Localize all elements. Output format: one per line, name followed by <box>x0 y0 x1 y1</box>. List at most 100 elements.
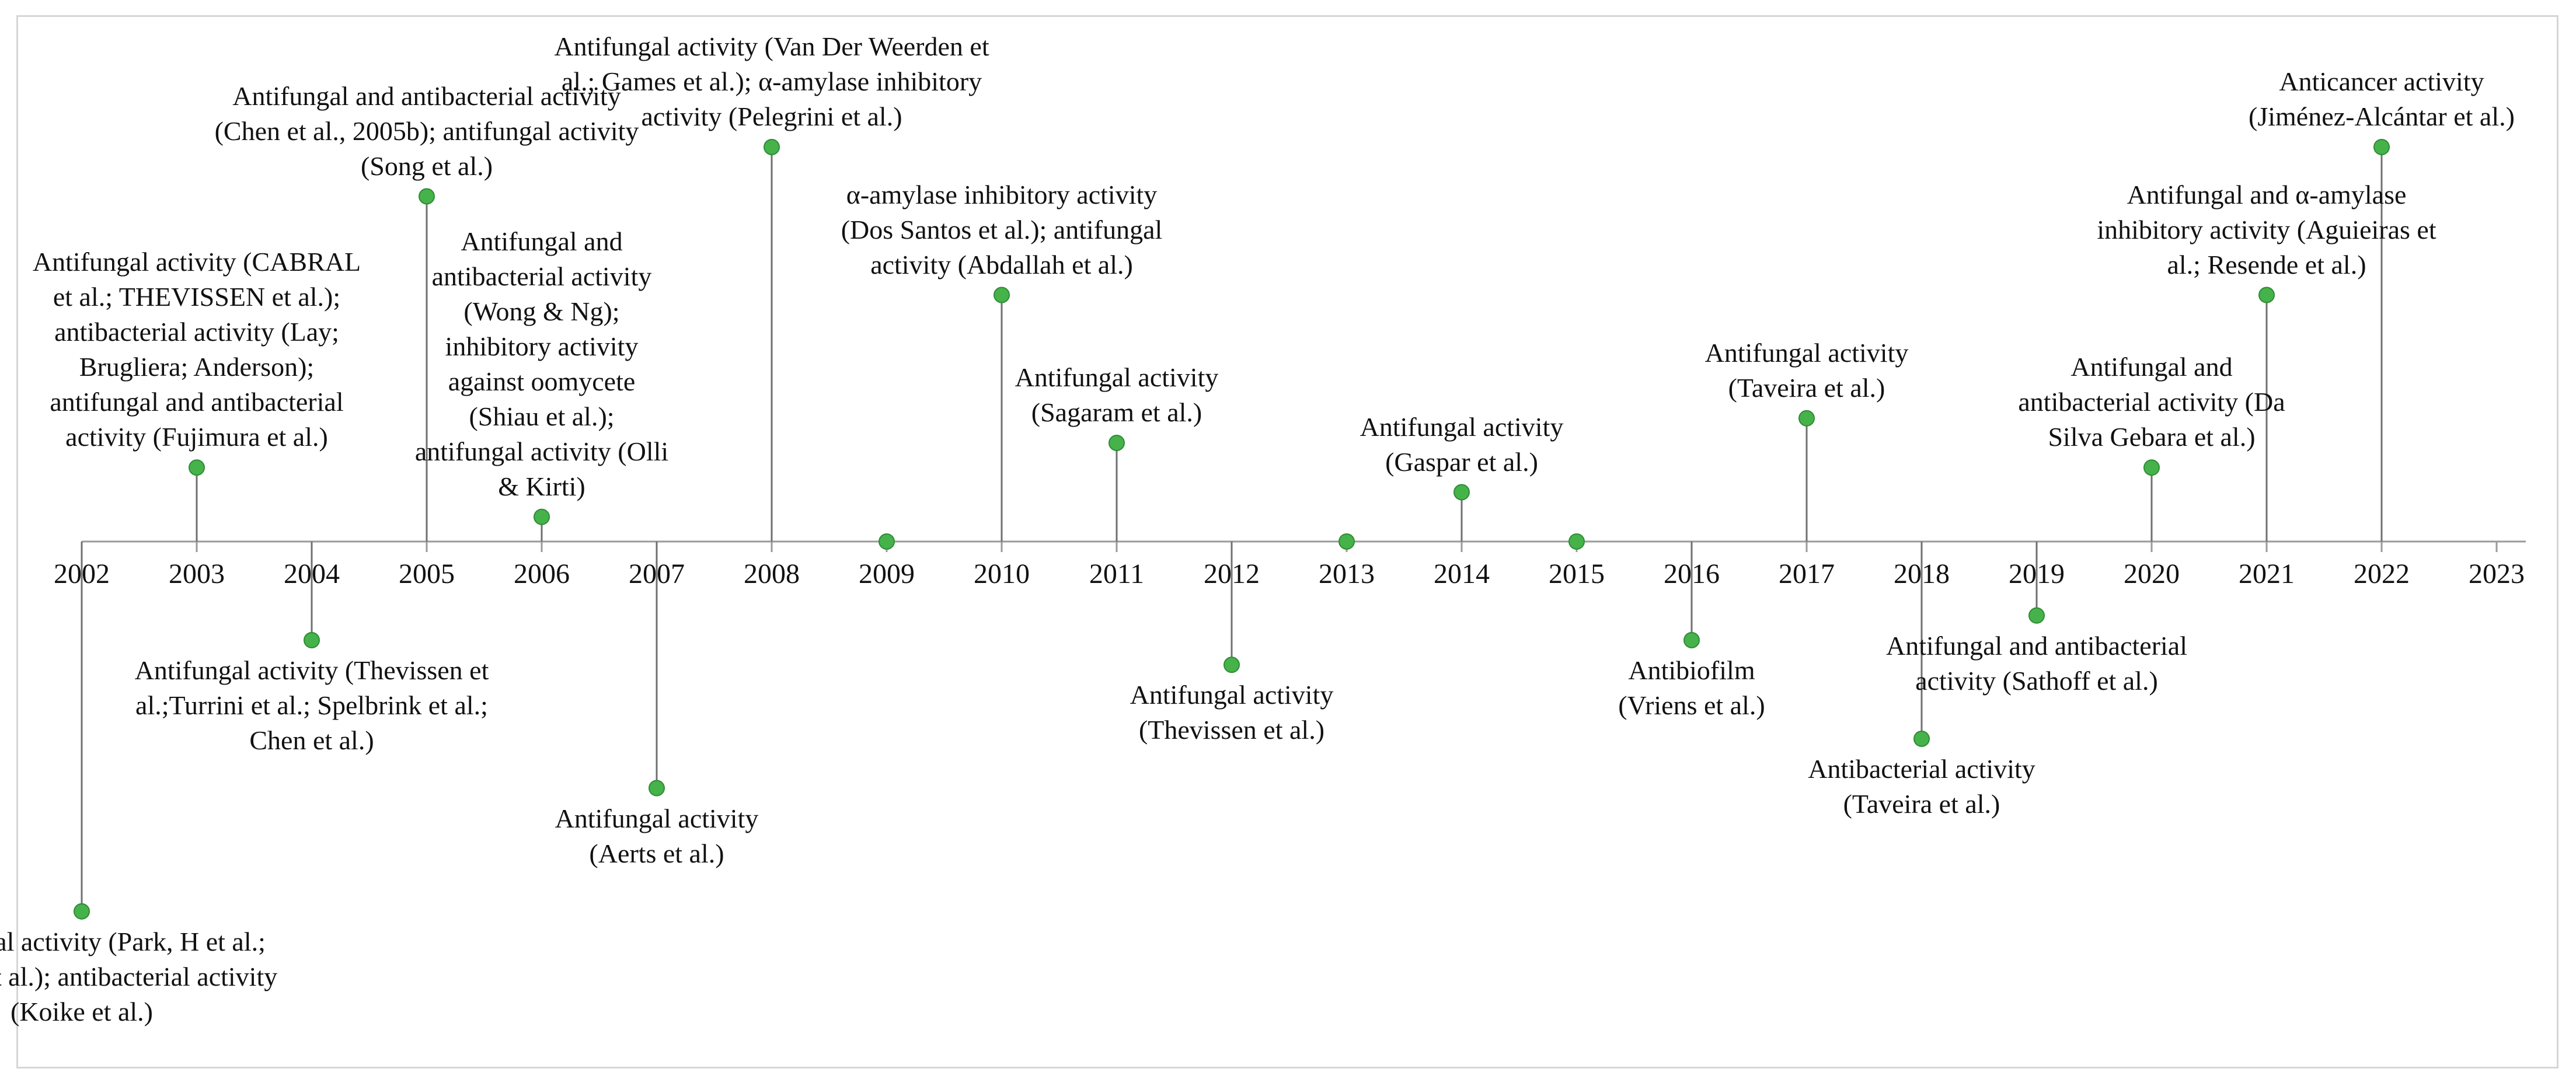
year-label: 2021 <box>2239 558 2295 589</box>
annotation-line: Antifungal activity (Thevissen et <box>134 655 489 685</box>
year-label: 2018 <box>1894 558 1950 589</box>
event-annotation: Anticancer activity (Jiménez-Alcántar et … <box>2090 64 2576 134</box>
annotation-line: Antifungal and α-amylase <box>2127 179 2407 209</box>
event-annotation: Antifungal activity (Van Der Weerden et a… <box>480 29 1064 134</box>
event-annotation: Antibacterial activity (Taveira et al.) <box>1630 752 2214 822</box>
annotation-line: Antifungal activity <box>1704 337 1909 368</box>
year-label: 2005 <box>399 558 455 589</box>
event-marker <box>189 459 205 476</box>
event-annotation: Antifungal activity (Thevissen et al.;Tur… <box>20 653 604 758</box>
year-label: 2011 <box>1089 558 1145 589</box>
annotation-line: antibacterial activity <box>431 261 652 291</box>
annotation-line: Antifungal activity <box>1360 411 1564 442</box>
timeline-frame <box>16 15 2558 1068</box>
annotation-line: antibacterial activity (Lay; <box>54 317 339 347</box>
event-marker <box>1453 484 1470 501</box>
event-marker <box>649 780 665 797</box>
event-marker <box>2258 287 2275 303</box>
event-annotation: Antifungal activity (Sagaram et al.) <box>825 360 1409 430</box>
event-marker <box>74 903 90 920</box>
year-label: 2012 <box>1204 558 1260 589</box>
event-marker <box>534 508 550 525</box>
annotation-line: α-amylase inhibitory activity <box>846 179 1158 209</box>
year-label: 2015 <box>1549 558 1605 589</box>
annotation-line: & Kirti) <box>498 471 585 501</box>
year-label: 2006 <box>514 558 570 589</box>
event-annotation: Antifungal activity (CABRAL et al.; THEVI… <box>0 245 489 455</box>
annotation-line: (Song et al.) <box>360 151 493 181</box>
event-annotation: Antifungal activity (Taveira et al.) <box>1515 336 2099 406</box>
annotation-line: inhibitory activity (Aguieiras et <box>2097 214 2436 245</box>
annotation-line: (Chen et al., 2005b); antifungal activit… <box>214 116 639 146</box>
annotation-line: al.; Games et al.); α-amylase inhibitory <box>561 67 982 96</box>
year-label: 2023 <box>2469 558 2525 589</box>
annotation-line: (Koike et al.) <box>11 996 153 1026</box>
annotation-line: Antifungal and antibacterial <box>1885 630 2188 661</box>
annotation-line: Antifungal activity <box>555 803 759 833</box>
annotation-line: antibacterial activity (Da <box>2018 387 2285 417</box>
annotation-line: Antifungal and antibacterial activity <box>232 81 621 111</box>
annotation-line: against oomycete <box>448 366 636 396</box>
year-label: 2019 <box>2009 558 2065 589</box>
annotation-line: (Vriens et al.) <box>1618 690 1765 720</box>
event-marker <box>1338 533 1355 550</box>
annotation-line: (Thevissen et al.) <box>1138 715 1325 745</box>
event-marker <box>304 632 320 648</box>
annotation-line: Silva Gebara et al.) <box>2048 422 2256 452</box>
event-marker <box>2373 139 2390 155</box>
year-label: 2007 <box>629 558 685 589</box>
event-annotation: Antibiofilm (Vriens et al.) <box>1400 653 1984 723</box>
year-label: 2003 <box>169 558 225 589</box>
event-marker <box>879 533 895 550</box>
annotation-line: (Wong & Ng); <box>463 296 620 326</box>
year-label: 2008 <box>744 558 800 589</box>
event-marker <box>2143 459 2160 476</box>
year-label: 2017 <box>1779 558 1835 589</box>
annotation-line: antifungal and antibacterial <box>50 387 344 417</box>
annotation-line: Anticancer activity <box>2279 67 2484 96</box>
event-marker <box>1683 632 1700 648</box>
annotation-line: inhibitory activity <box>445 331 639 361</box>
year-label: 2009 <box>859 558 915 589</box>
annotation-line: Kanzaki et al.); antibacterial activity <box>0 961 278 991</box>
year-label: 2010 <box>974 558 1030 589</box>
year-label: 2020 <box>2124 558 2180 589</box>
event-marker <box>1568 533 1585 550</box>
event-annotation: Antifungal and α-amylase inhibitory activ… <box>1975 177 2558 282</box>
annotation-line: activity (Sathoff et al.) <box>1915 665 2158 696</box>
annotation-line: Antifungal activity <box>1015 362 1219 392</box>
year-label: 2004 <box>284 558 340 589</box>
event-annotation: Antifungal activity (Park, H et al.; Kanz… <box>0 924 374 1029</box>
annotation-line: Antifungal and <box>2070 352 2233 382</box>
event-annotation: Antifungal and antibacterial activity (Ch… <box>135 79 719 184</box>
annotation-line: Antibiofilm <box>1628 655 1755 685</box>
annotation-line: (Shiau et al.); <box>469 401 615 431</box>
event-marker <box>2028 607 2045 624</box>
annotation-line: (Gaspar et al.) <box>1385 446 1538 477</box>
year-label: 2013 <box>1319 558 1375 589</box>
annotation-line: Antifungal activity (Van Der Weerden et <box>554 32 989 61</box>
annotation-line: Antifungal and <box>461 226 623 256</box>
event-marker <box>1109 435 1125 451</box>
year-label: 2022 <box>2354 558 2410 589</box>
event-annotation: Antifungal and antibacterial activity (Sa… <box>1745 628 2328 699</box>
annotation-line: (Sagaram et al.) <box>1031 397 1202 427</box>
event-marker <box>419 188 435 205</box>
event-marker <box>1913 731 1930 747</box>
annotation-line: Chen et al.) <box>249 725 374 755</box>
event-annotation: Antifungal activity (Gaspar et al.) <box>1170 410 1754 480</box>
annotation-line: antifungal activity (Olli <box>414 436 669 466</box>
annotation-line: al.;Turrini et al.; Spelbrink et al.; <box>135 690 488 720</box>
annotation-line: (Jiménez-Alcántar et al.) <box>2249 102 2515 131</box>
event-annotation: Antifungal and antibacterial activity (Won… <box>250 224 834 504</box>
event-annotation: Antifungal activity (Aerts et al.) <box>365 801 949 871</box>
annotation-line: (Taveira et al.) <box>1728 372 1885 403</box>
annotation-line: et al.; THEVISSEN et al.); <box>53 282 341 312</box>
annotation-line: (Dos Santos et al.); antifungal <box>841 214 1163 245</box>
annotation-line: al.; Resende et al.) <box>2167 249 2366 280</box>
event-marker <box>764 139 780 155</box>
event-annotation: α-amylase inhibitory activity (Dos Santos… <box>710 177 1294 282</box>
annotation-line: Antifungal activity (Park, H et al.; <box>0 926 266 956</box>
annotation-line: (Aerts et al.) <box>589 838 724 868</box>
